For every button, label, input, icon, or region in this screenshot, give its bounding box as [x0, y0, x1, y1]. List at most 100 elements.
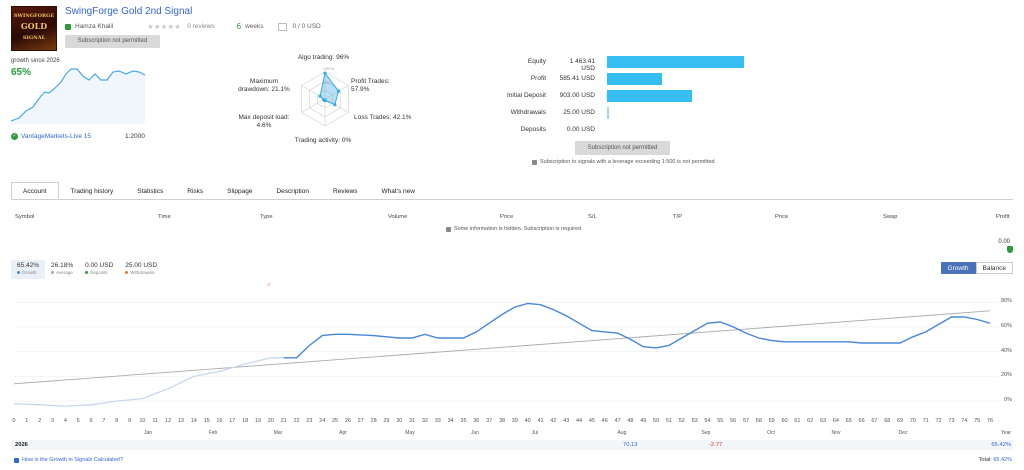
growth-since-value: 65% [11, 67, 32, 78]
x-tick-label: 29 [383, 418, 390, 424]
chart-legend: 65.42% Growth 26.18% Average 0.00 USD Deposit… [11, 260, 169, 279]
x-tick-label: 56 [730, 418, 737, 424]
legend-label: Deposits [90, 270, 108, 275]
y-tick-label: 60% [1000, 322, 1012, 329]
x-month-label: Mar [273, 430, 283, 436]
legend-dot [125, 271, 129, 274]
x-tick-label: 32 [421, 418, 428, 424]
tab-bar: Account Trading history Statistics Risks Sli… [11, 182, 427, 199]
radar-loss-trades: Loss Trades: 42.1% [354, 114, 412, 121]
x-tick-label: 5 [76, 418, 80, 424]
legend-value: 0.00 USD [85, 262, 114, 269]
tab-slippage[interactable]: Slippage [227, 188, 253, 195]
growth-line-early [13, 357, 284, 407]
x-month-label: Oct [767, 430, 775, 436]
x-tick-label: 66 [858, 418, 865, 424]
x-tick-label: 54 [704, 418, 711, 424]
radar-max-deposit-load: Max deposit load: 4.6% [238, 114, 290, 129]
rating-stars: ★★★★★ [147, 23, 182, 31]
x-month-label: Apr [339, 430, 347, 436]
radar-spoke [324, 85, 349, 100]
logo-text-mid: GOLD [20, 21, 48, 31]
growth-line [283, 302, 991, 359]
x-tick-label: 45 [588, 418, 595, 424]
x-month-label: Jun [470, 430, 480, 436]
x-tick-label: 12 [165, 418, 172, 424]
tab-account[interactable]: Account [11, 182, 59, 199]
lock-icon [532, 159, 537, 165]
balance-toggle-button[interactable]: Balance [975, 262, 1013, 274]
x-tick-label: 62 [807, 418, 814, 424]
broker-link[interactable]: ✓ VantageMarkets-Live 15 [11, 133, 91, 140]
x-tick-label: 49 [640, 418, 647, 424]
y-tick-label: 0% [1004, 397, 1012, 404]
growth-since-label: growth since 2026 [11, 58, 60, 64]
how-calc-link[interactable]: How is the Growth in Signals Calculated? [14, 457, 123, 463]
x-tick-label: 42 [550, 418, 557, 424]
tab-trading-history[interactable]: Trading history [70, 188, 114, 195]
x-tick-label: 72 [935, 418, 942, 424]
x-month-label: Nov [831, 430, 841, 436]
tab-risks[interactable]: Risks [187, 188, 204, 195]
x-month-label: Jan [143, 430, 153, 436]
stat-label: Deposits [520, 126, 546, 133]
radar-point [333, 103, 337, 107]
year-summary-row: 2026 70.13 -2.77 65.42% [11, 440, 1013, 450]
x-tick-label: 14 [190, 418, 197, 424]
tab-what-s-new[interactable]: What's new [381, 188, 415, 195]
how-calc-text[interactable]: How is the Growth in Signals Calculated? [22, 457, 123, 463]
author-name[interactable]: Hamza Khalil [75, 23, 114, 30]
legend-item[interactable]: 65.42% Growth [11, 260, 46, 279]
x-tick-label: 61 [794, 418, 801, 424]
x-tick-label: 39 [511, 418, 518, 424]
aug-value: 70.13 [623, 442, 638, 448]
radar-scale-50: 50% [323, 81, 330, 85]
shield-icon [1007, 246, 1013, 253]
stat-value: 903.00 USD [559, 92, 595, 99]
tab-description[interactable]: Description [276, 188, 309, 195]
legend-item[interactable]: 25.00 USD Withdrawals [119, 260, 163, 279]
x-tick-label: 28 [370, 418, 377, 424]
x-tick-label: 16 [216, 418, 223, 424]
radar-chart: 100+% 50% [301, 67, 349, 127]
subscribers-price: 0 / 0 USD [292, 23, 321, 30]
x-month-label: May [405, 430, 415, 436]
x-tick-label: 4 [63, 418, 67, 424]
x-tick-label: 44 [575, 418, 583, 424]
x-tick-label: 10 [139, 418, 146, 424]
reviews-count[interactable]: 0 reviews [187, 23, 215, 30]
radar-point [318, 94, 322, 98]
subscribe-button[interactable]: Subscription not permitted [65, 35, 160, 48]
x-tick-label: 24 [319, 418, 326, 424]
x-tick-label: 20 [267, 418, 274, 424]
growth-toggle-button[interactable]: Growth [940, 262, 976, 274]
stat-value: 0.00 USD [566, 126, 595, 133]
x-tick-label: 8 [115, 418, 119, 424]
legend-item[interactable]: 0.00 USD Deposits [79, 260, 119, 279]
x-tick-label: 21 [280, 418, 287, 424]
x-tick-label: 43 [563, 418, 570, 424]
x-tick-label: 0 [12, 418, 16, 424]
x-tick-label: 63 [819, 418, 827, 424]
legend-value: 25.00 USD [125, 262, 158, 269]
radar-spoke [324, 98, 349, 113]
tab-statistics[interactable]: Statistics [137, 188, 164, 195]
tab-reviews[interactable]: Reviews [332, 188, 358, 195]
x-tick-label: 3 [50, 418, 55, 424]
x-tick-label: 67 [871, 418, 878, 424]
radar-max-drawdown: Maximum drawdown: 21.1% [238, 78, 290, 93]
subscribe-button-secondary[interactable]: Subscription not permitted [575, 141, 670, 155]
radar-grid [301, 71, 349, 127]
legend-value: 65.42% [17, 262, 40, 269]
table-header-cell: Time [158, 214, 171, 220]
legend-item[interactable]: 26.18% Average [45, 260, 79, 279]
y-tick-label: 40% [1000, 347, 1012, 354]
x-tick-label: 6 [89, 418, 93, 424]
x-tick-label: 37 [486, 418, 493, 424]
signal-title[interactable]: SwingForge Gold 2nd Signal [65, 6, 193, 17]
broker-name[interactable]: VantageMarkets-Live 15 [21, 133, 91, 140]
total-summary: Total: 65.42% [979, 457, 1012, 463]
weeks-label: weeks [245, 23, 264, 30]
x-month-label: Jul [531, 430, 539, 436]
radar-algo-trading: Algo trading: 96% [297, 54, 350, 61]
